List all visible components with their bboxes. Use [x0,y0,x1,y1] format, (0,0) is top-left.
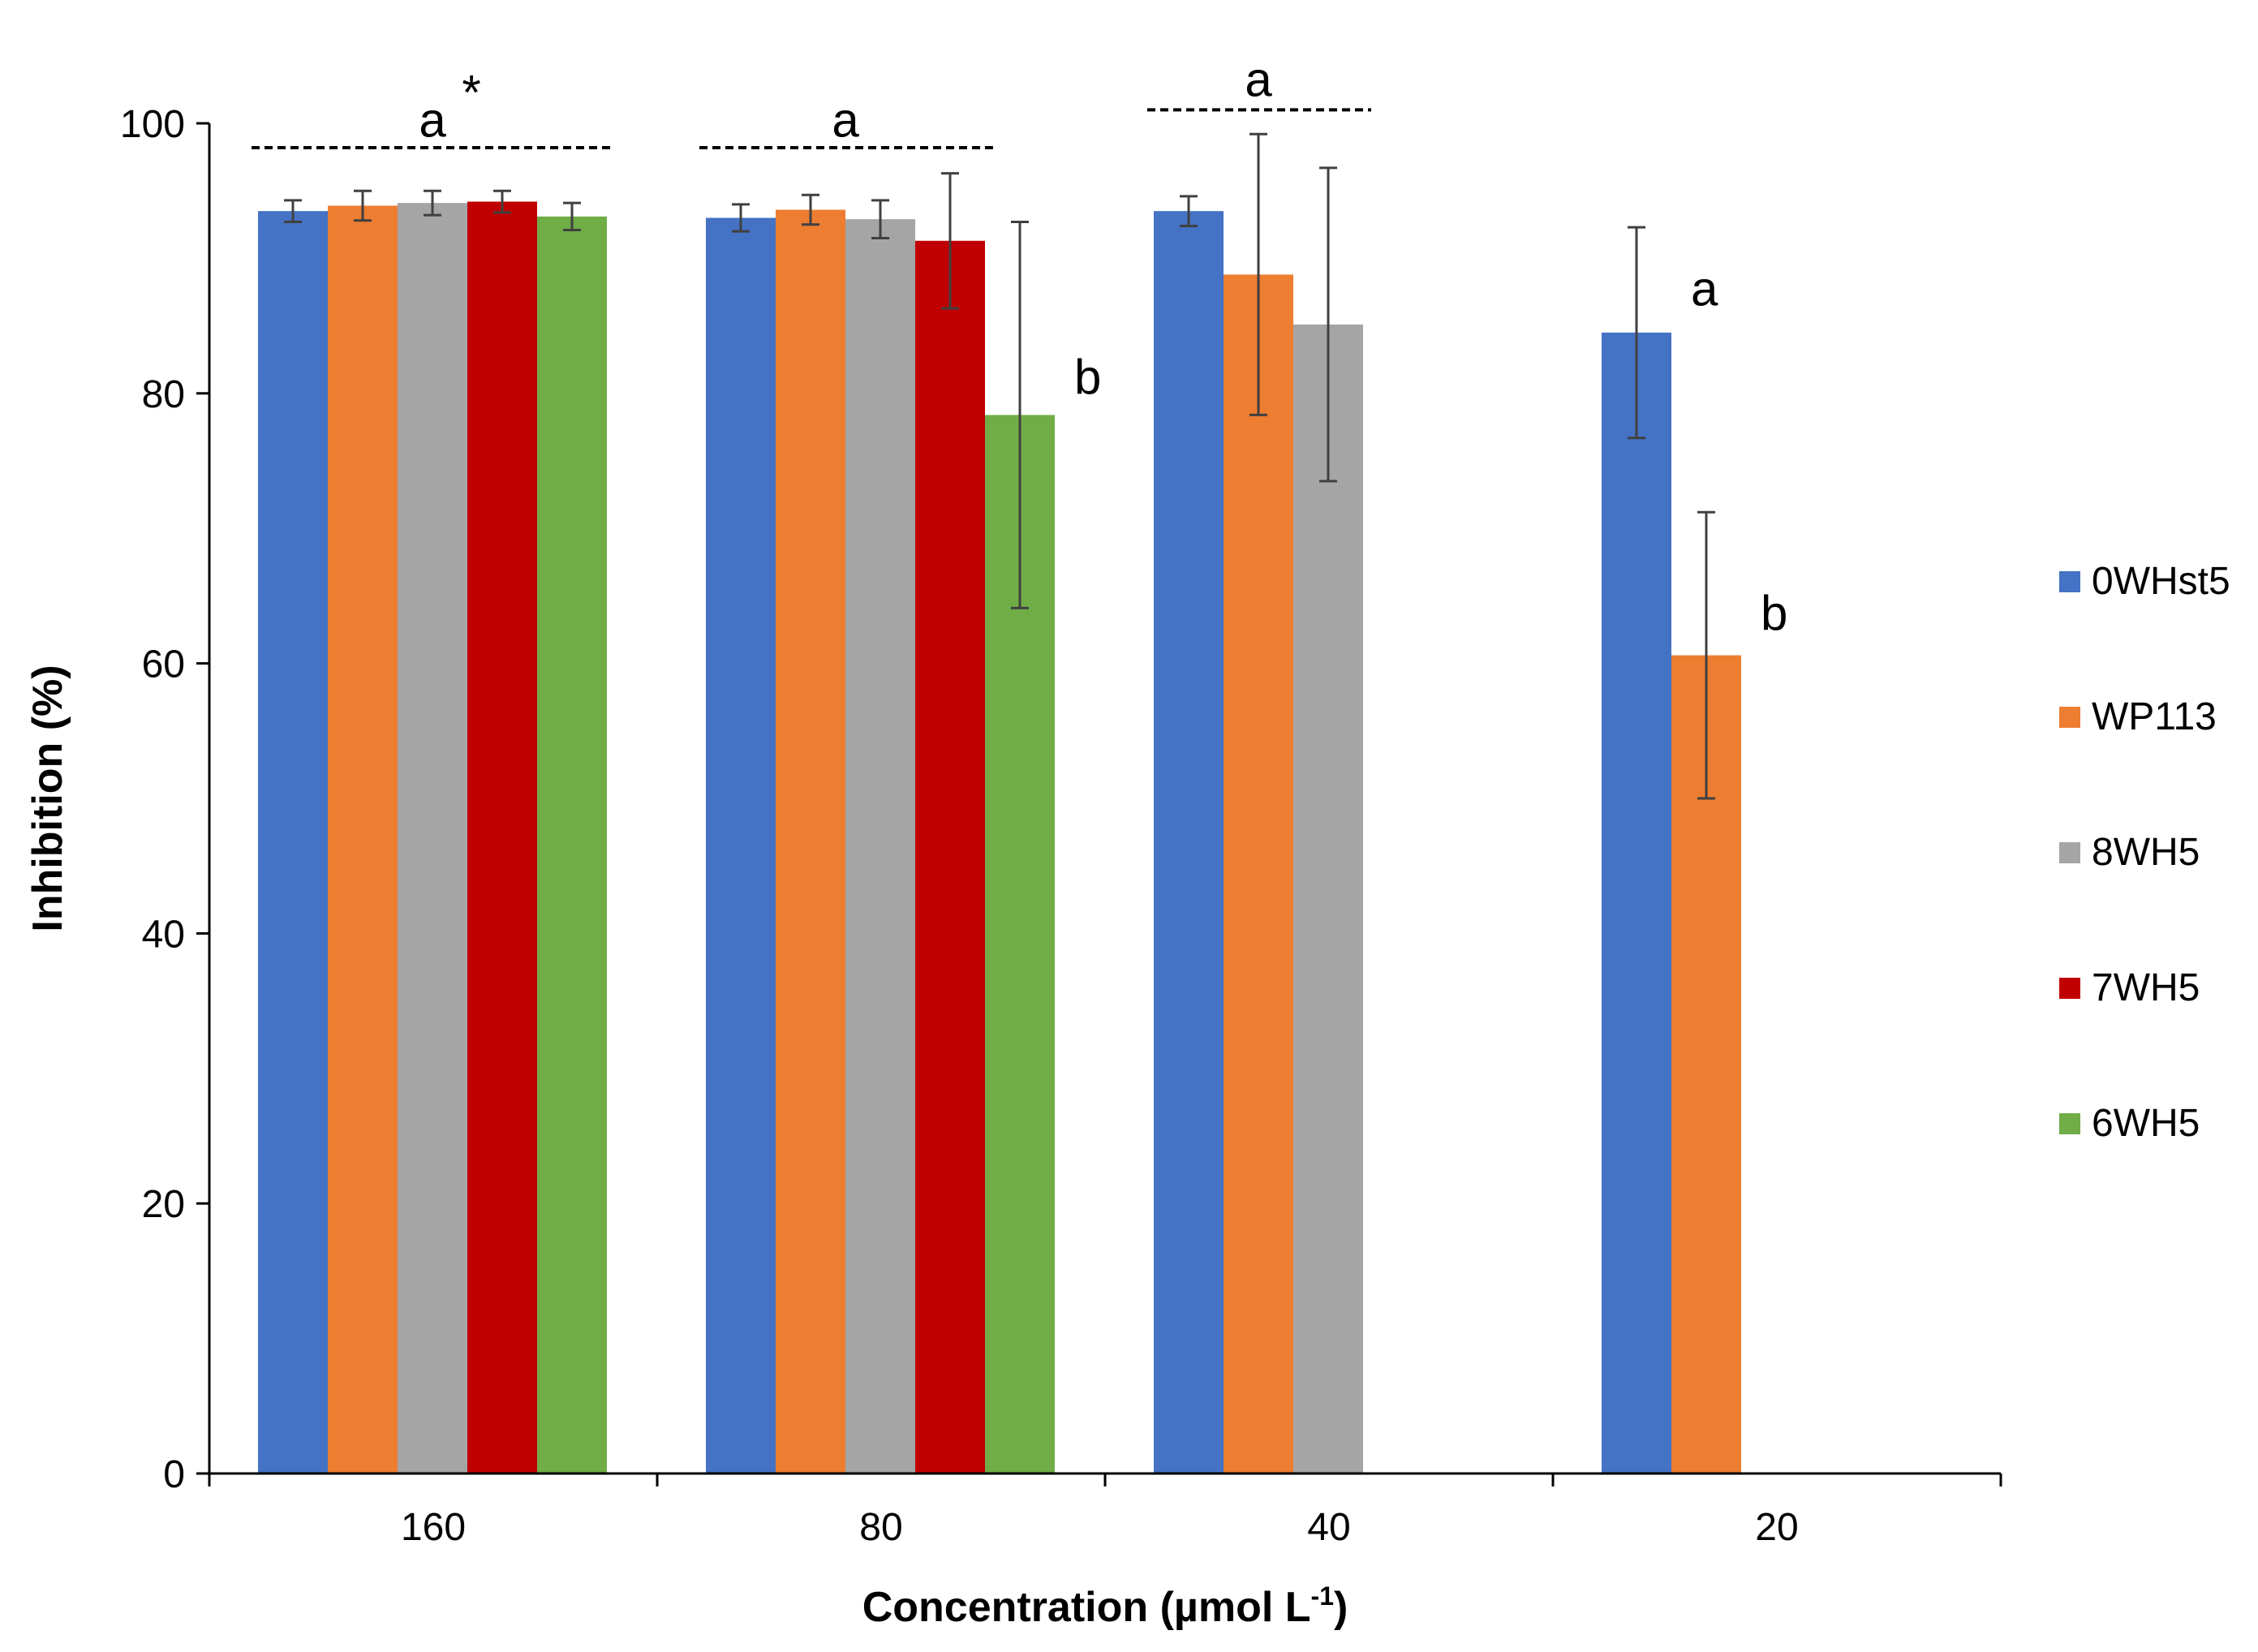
legend-label: 7WH5 [2092,966,2200,1009]
legend-swatch-7WH5 [2059,978,2080,999]
bar-6WH5-160 [537,216,607,1473]
y-tick-label: 60 [142,643,185,686]
legend-label: 6WH5 [2092,1102,2200,1145]
annotations: a * a a b a b [252,53,1787,640]
y-tick-label: 0 [163,1453,185,1496]
x-axis-title-main: Concentration (µmol L [862,1584,1311,1631]
legend: 0WHst5 WP113 8WH5 7WH5 6WH5 [2059,560,2230,1145]
x-tick-label: 80 [859,1506,902,1549]
bar-WP113-160 [328,205,398,1473]
x-tick-label: 20 [1755,1506,1798,1549]
significance-letter: b [1074,350,1101,404]
x-axis-title: Concentration (µmol L-1) [862,1581,1348,1631]
significance-letter: a [1691,262,1718,316]
bar-0WHst5-40 [1154,211,1224,1473]
bar-0WHst5-80 [706,217,776,1474]
y-tick-label: 40 [142,913,185,956]
error-bars [284,132,1715,800]
bar-0WHst5-20 [1602,332,1671,1473]
significance-letter: b [1761,586,1787,640]
legend-label: WP113 [2092,695,2217,738]
y-tick-label: 80 [142,373,185,416]
legend-swatch-8WH5 [2059,842,2080,863]
axes: 0 20 40 60 80 100 160 80 40 20 Concentration (µmol… [24,103,2002,1631]
y-axis-title: Inhibition (%) [24,665,71,931]
bar-7WH5-160 [467,201,537,1474]
bar-8WH5-160 [398,203,467,1473]
y-tick-label: 20 [142,1183,185,1226]
legend-swatch-6WH5 [2059,1113,2080,1134]
bar-8WH5-80 [845,219,915,1473]
x-tick-label: 160 [401,1506,466,1549]
bar-WP113-80 [776,209,845,1474]
bars [258,201,1741,1474]
bar-WP113-40 [1224,274,1293,1473]
significance-asterisk: * [462,66,480,120]
significance-letter: a [1245,53,1272,107]
bar-0WHst5-160 [258,211,328,1473]
legend-swatch-0WHst5 [2059,571,2080,592]
x-axis-title-sup: -1 [1311,1581,1334,1611]
bar-7WH5-80 [915,240,985,1473]
bar-8WH5-40 [1293,324,1363,1473]
y-tick-label: 100 [120,103,185,146]
legend-label: 8WH5 [2092,831,2200,874]
x-tick-label: 40 [1307,1506,1350,1549]
legend-label: 0WHst5 [2092,560,2230,603]
x-axis-title-close: ) [1334,1584,1348,1631]
legend-swatch-WP113 [2059,707,2080,728]
significance-letter: a [419,93,446,148]
significance-letter: a [832,93,859,148]
